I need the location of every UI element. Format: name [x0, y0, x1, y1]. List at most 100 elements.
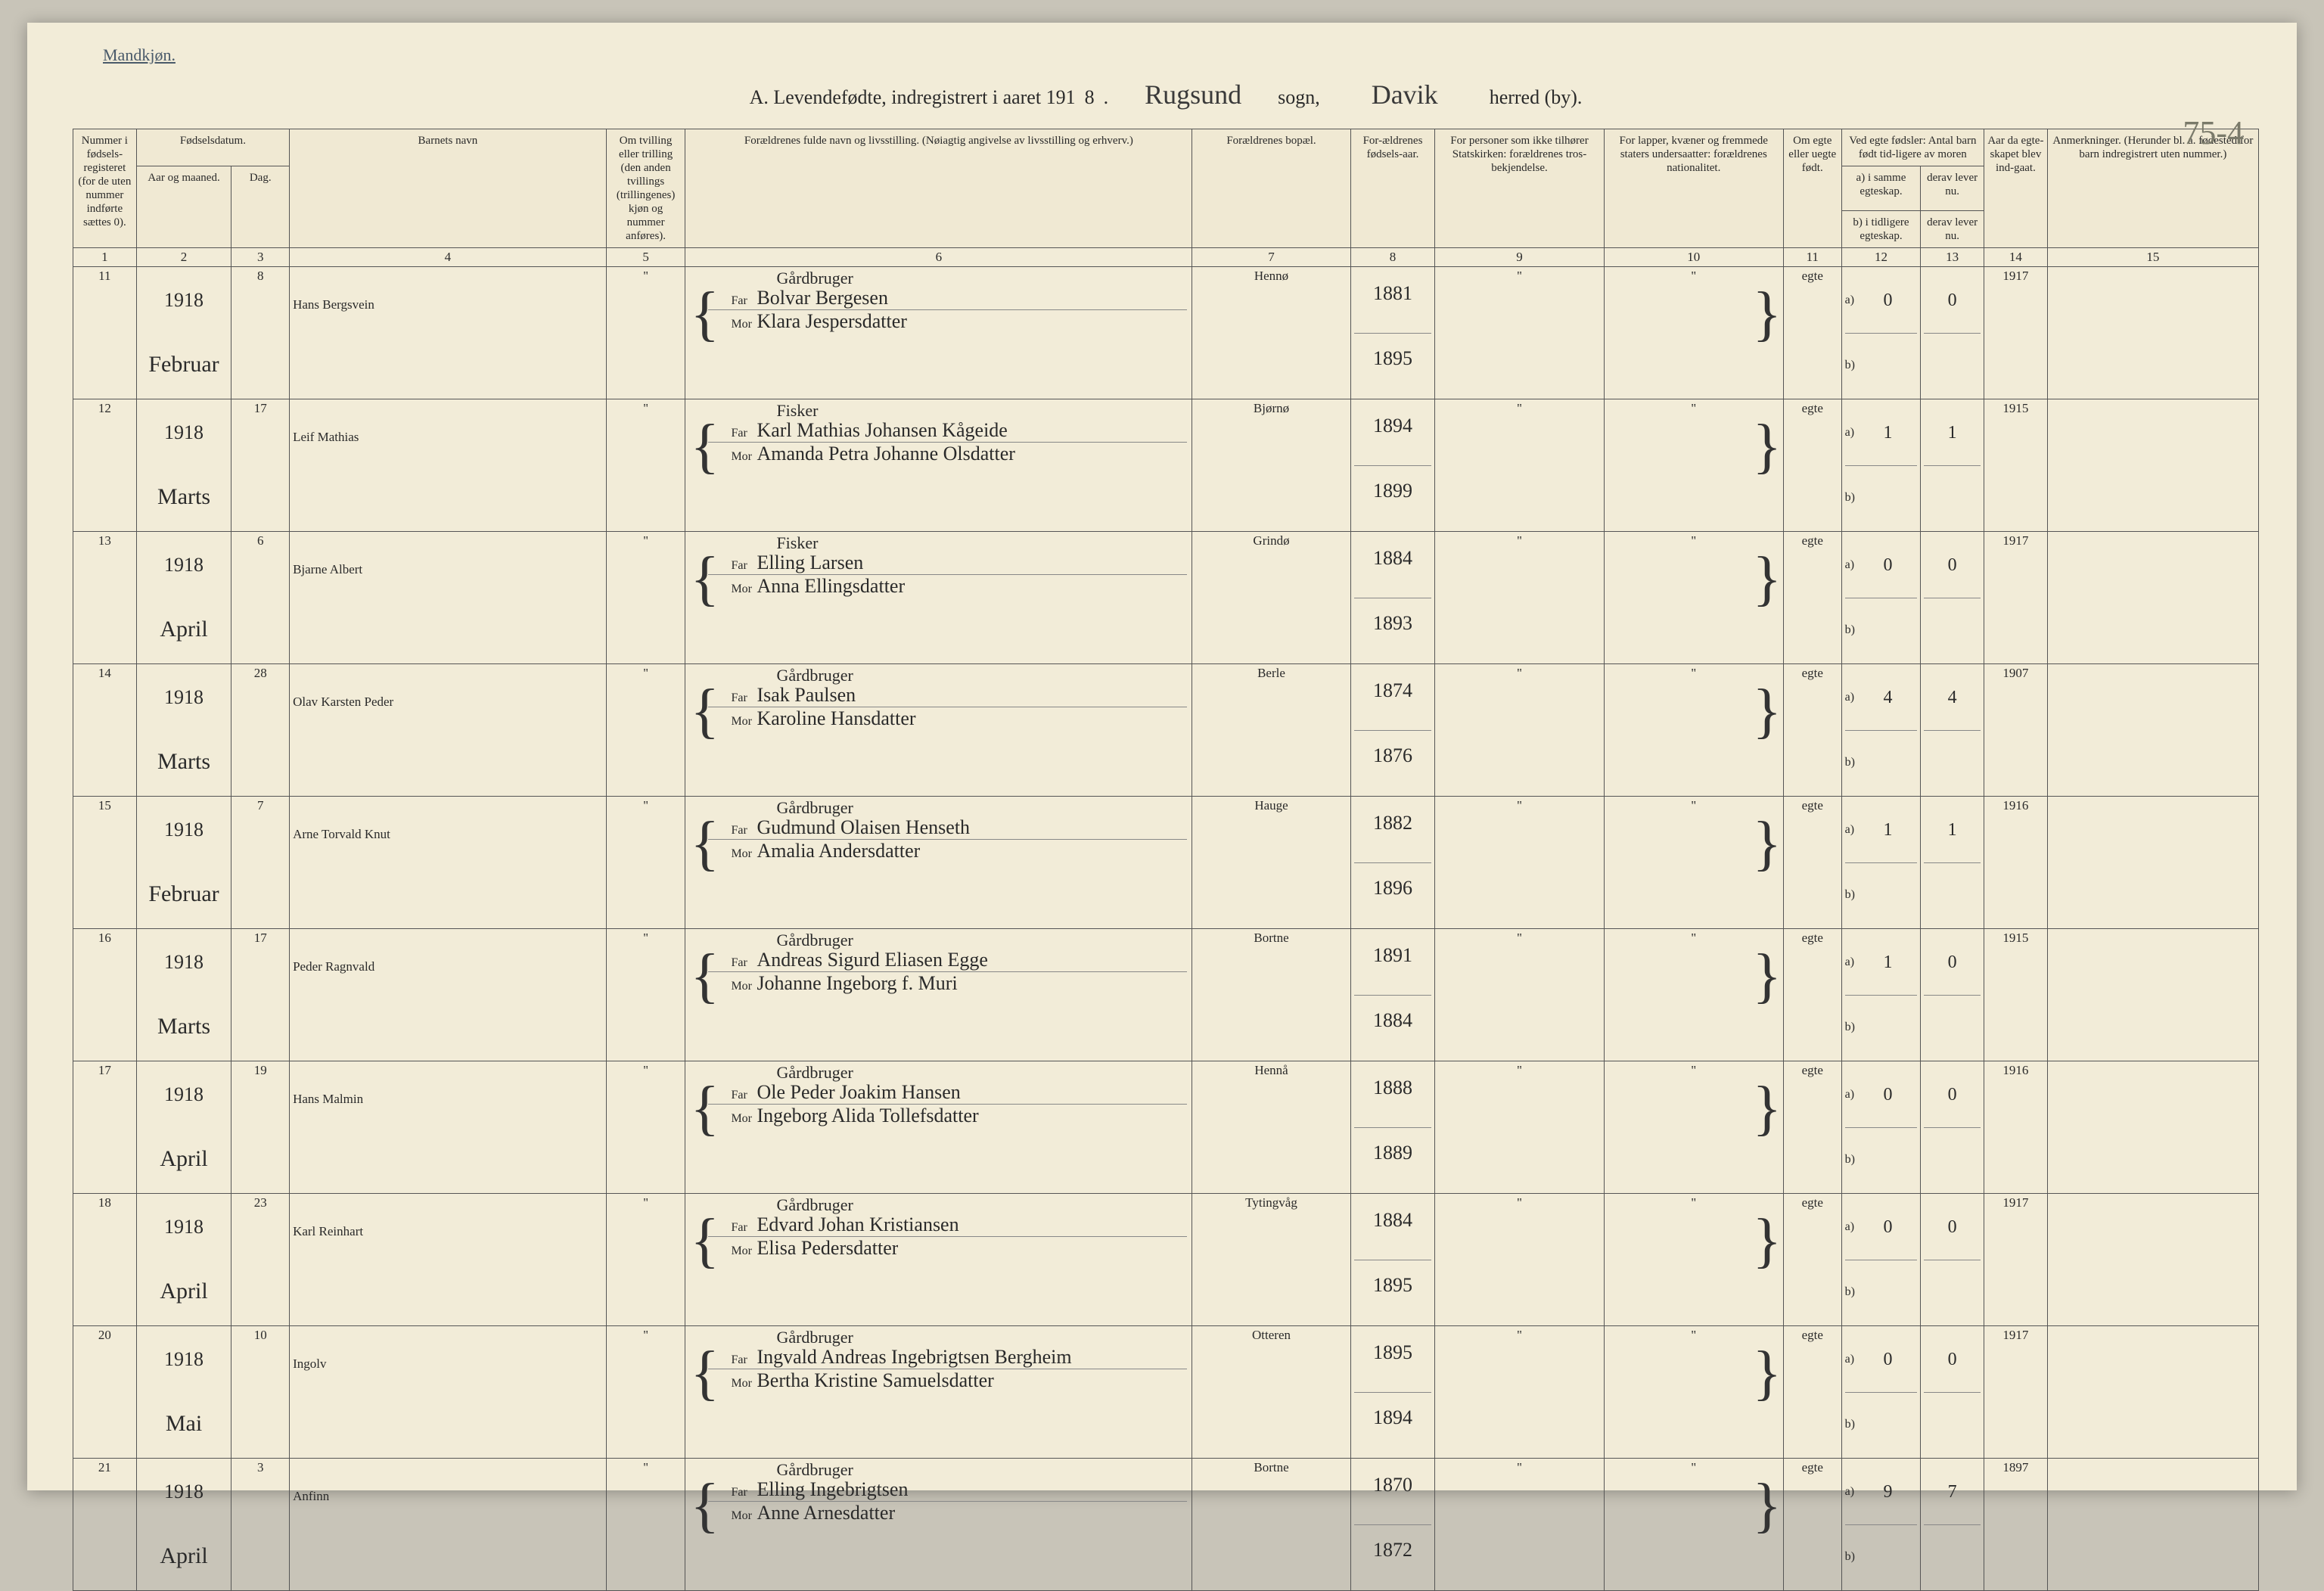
year-value: 1918: [164, 1083, 204, 1106]
cell-prev-children: a)0 b): [1841, 532, 1921, 664]
table-row: 11 1918 Februar 8 Hans Bergsvein " Gårdb…: [73, 267, 2259, 399]
mother-name: Amalia Andersdatter: [757, 840, 920, 862]
cell-marriage-year: 1917: [1984, 532, 2048, 664]
sub-a-label: a): [1845, 1220, 1859, 1234]
cell-legitimacy: egte: [1783, 929, 1841, 1061]
mor-label: Mor: [731, 715, 757, 729]
month-value: April: [160, 1543, 207, 1569]
cell-number: 16: [73, 929, 137, 1061]
mother-birthyear: 1895: [1354, 334, 1432, 398]
father-birthyear: 1888: [1354, 1063, 1432, 1128]
cell-twin: ": [606, 1326, 685, 1459]
cell-parents: Gårdbruger { Far Ingvald Andreas Ingebri…: [685, 1326, 1192, 1459]
cell-remarks: [2047, 1194, 2258, 1326]
cell-twin: ": [606, 1061, 685, 1194]
father-birthyear: 1881: [1354, 269, 1432, 334]
cell-twin: ": [606, 929, 685, 1061]
col-header-12top: Ved egte fødsler: Antal barn født tid-li…: [1841, 129, 1984, 166]
sub-a-label: a): [1845, 1088, 1859, 1102]
far-label: Far: [731, 559, 757, 573]
prev-children-a: 9: [1859, 1482, 1918, 1502]
cell-statskirke: ": [1435, 1061, 1604, 1194]
occupation-label: Gårdbruger: [776, 1460, 853, 1480]
col-header-4: Barnets navn: [290, 129, 607, 248]
cell-twin: ": [606, 532, 685, 664]
cell-remarks: [2047, 1459, 2258, 1591]
cell-living: 0: [1921, 929, 1984, 1061]
cell-parents: Gårdbruger { Far Andreas Sigurd Eliasen …: [685, 929, 1192, 1061]
cell-day: 19: [231, 1061, 290, 1194]
open-brace-icon: {: [690, 1210, 719, 1271]
cell-number: 11: [73, 267, 137, 399]
table-row: 17 1918 April 19 Hans Malmin " Gårdbruge…: [73, 1061, 2259, 1194]
year-value: 1918: [164, 819, 204, 841]
mor-label: Mor: [731, 980, 757, 993]
col-header-12b: b) i tidligere egteskap.: [1841, 211, 1921, 248]
cell-parents: Gårdbruger { Far Elling Ingebrigtsen Mor…: [685, 1459, 1192, 1591]
mother-birthyear: 1872: [1354, 1525, 1432, 1589]
sub-b-label: b): [1845, 623, 1859, 637]
mor-label: Mor: [731, 1112, 757, 1126]
table-row: 15 1918 Februar 7 Arne Torvald Knut " Gå…: [73, 797, 2259, 929]
sub-b-label: b): [1845, 888, 1859, 902]
col-header-13b: derav lever nu.: [1921, 211, 1984, 248]
close-brace-icon: }: [1752, 1078, 1781, 1139]
cell-child-name: Hans Bergsvein: [290, 267, 607, 399]
cell-legitimacy: egte: [1783, 1061, 1841, 1194]
cell-residence: Hennå: [1192, 1061, 1350, 1194]
year-value: 1918: [164, 554, 204, 576]
far-label: Far: [731, 1221, 757, 1235]
living-a: 0: [1924, 1217, 1981, 1238]
cell-birthyears: 1895 1894: [1350, 1326, 1435, 1459]
cell-nationality: " }: [1604, 267, 1783, 399]
far-label: Far: [731, 1486, 757, 1499]
colnum: 6: [685, 248, 1192, 267]
mother-birthyear: 1896: [1354, 863, 1432, 928]
mother-name: Johanne Ingeborg f. Muri: [757, 972, 957, 995]
mother-name: Klara Jespersdatter: [757, 310, 907, 333]
cell-birthyears: 1870 1872: [1350, 1459, 1435, 1591]
cell-nationality: " }: [1604, 532, 1783, 664]
cell-legitimacy: egte: [1783, 797, 1841, 929]
year-value: 1918: [164, 421, 204, 444]
cell-day: 3: [231, 1459, 290, 1591]
colnum: 8: [1350, 248, 1435, 267]
cell-statskirke: ": [1435, 664, 1604, 797]
prev-children-a: 0: [1859, 555, 1918, 576]
father-name: Edvard Johan Kristiansen: [757, 1213, 958, 1236]
cell-remarks: [2047, 1326, 2258, 1459]
cell-year-month: 1918 April: [136, 1194, 231, 1326]
cell-number: 15: [73, 797, 137, 929]
cell-birthyears: 1884 1893: [1350, 532, 1435, 664]
colnum: 5: [606, 248, 685, 267]
sub-b-label: b): [1845, 1285, 1859, 1299]
father-birthyear: 1891: [1354, 931, 1432, 996]
prev-children-a: 0: [1859, 291, 1918, 311]
year-value: 1918: [164, 951, 204, 974]
cell-residence: Berle: [1192, 664, 1350, 797]
cell-living: 1: [1921, 399, 1984, 532]
father-birthyear: 1894: [1354, 401, 1432, 466]
cell-prev-children: a)0 b): [1841, 1326, 1921, 1459]
cell-residence: Grindø: [1192, 532, 1350, 664]
cell-marriage-year: 1915: [1984, 399, 2048, 532]
month-value: Marts: [157, 749, 210, 775]
cell-parents: Gårdbruger { Far Isak Paulsen Mor Karoli…: [685, 664, 1192, 797]
far-label: Far: [731, 294, 757, 308]
cell-number: 12: [73, 399, 137, 532]
occupation-label: Fisker: [776, 533, 818, 553]
cell-legitimacy: egte: [1783, 532, 1841, 664]
occupation-label: Fisker: [776, 401, 818, 421]
cell-legitimacy: egte: [1783, 399, 1841, 532]
far-label: Far: [731, 427, 757, 440]
close-brace-icon: }: [1752, 946, 1781, 1006]
cell-parents: Gårdbruger { Far Ole Peder Joakim Hansen…: [685, 1061, 1192, 1194]
mor-label: Mor: [731, 450, 757, 464]
cell-prev-children: a)1 b): [1841, 399, 1921, 532]
living-a: 1: [1924, 820, 1981, 841]
sogn-label: sogn,: [1278, 86, 1320, 109]
cell-residence: Hennø: [1192, 267, 1350, 399]
cell-number: 20: [73, 1326, 137, 1459]
cell-legitimacy: egte: [1783, 1194, 1841, 1326]
cell-marriage-year: 1897: [1984, 1459, 2048, 1591]
